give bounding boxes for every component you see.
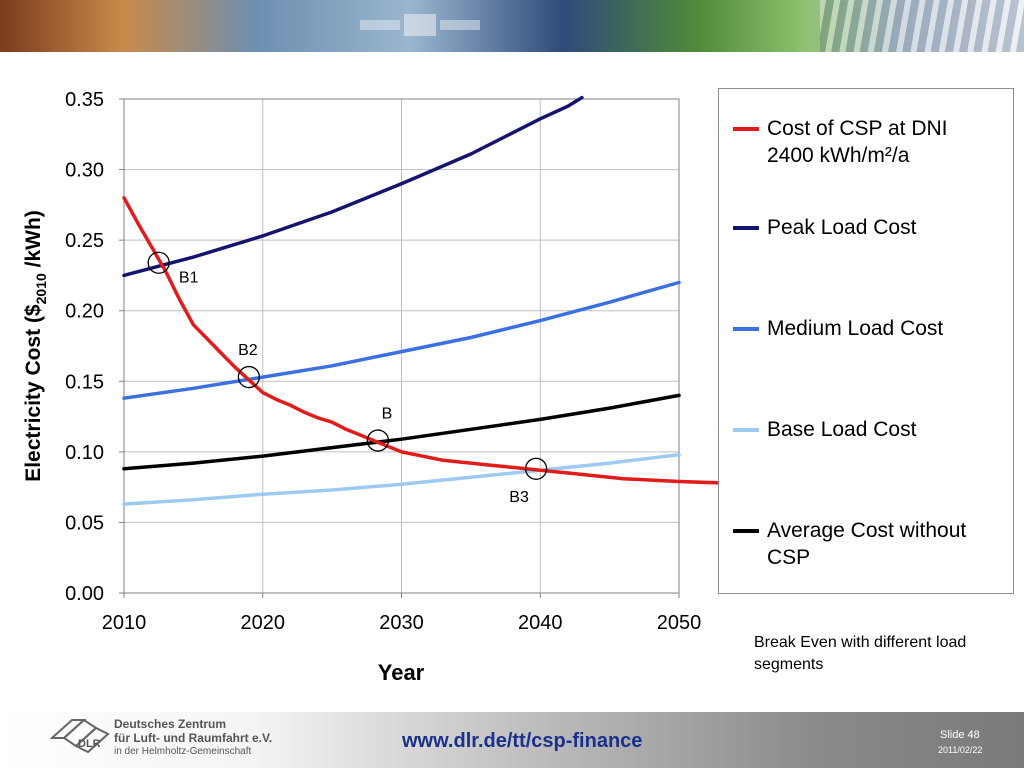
y-tick-label: 0.25 [65,230,104,252]
break-even-label: B1 [179,270,199,287]
solar-panels-image [820,0,1024,52]
break-even-marker [524,457,548,480]
org-line-2: für Luft- und Raumfahrt e.V. [114,731,273,745]
series-layer [122,95,718,506]
break-even-label: B [382,406,393,423]
slide-date: 2011/02/22 [938,745,983,755]
annotations: B1 B2 B B3 [147,251,548,506]
satellite-icon [360,14,480,36]
y-axis-label-main: Electricity Cost ($ [22,304,45,482]
organization-name: Deutsches Zentrum für Luft- und Raumfahr… [114,717,272,758]
break-even-marker [147,251,170,274]
legend: Cost of CSP at DNI 2400 kWh/m²/a Peak Lo… [718,88,1014,594]
y-axis-label: Electricity Cost ($2010 /kWh) [22,210,49,482]
x-tick-label: 2050 [657,612,702,634]
header-banner [0,0,1024,52]
break-even-label: B3 [509,489,529,506]
legend-swatch-average [733,529,759,533]
legend-item-peak: Peak Load Cost [733,214,997,241]
legend-label-average: Average Cost without CSP [767,519,967,569]
footer: DLR Deutsches Zentrum für Luft- und Raum… [0,712,1024,768]
x-tick-label: 2040 [518,612,563,634]
x-axis-label: Year [378,660,425,685]
y-tick-label: 0.05 [65,512,104,534]
break-even-note: Break Even with different load segments [754,634,967,673]
y-axis: 0.00 0.05 0.10 0.15 0.20 0.25 0.30 0.35 [65,89,124,605]
series-line-csp [122,196,718,485]
legend-item-medium: Medium Load Cost [733,315,997,342]
dlr-logo-word: DLR [78,738,101,750]
legend-label-base: Base Load Cost [767,418,917,441]
y-tick-label: 0.35 [65,89,104,111]
y-tick-label: 0.10 [65,442,104,464]
x-tick-label: 2030 [379,612,424,634]
series-line-base-load [122,452,681,506]
break-even-marker [366,429,390,452]
legend-label-csp: Cost of CSP at DNI 2400 kWh/m²/a [767,117,948,167]
y-tick-label: 0.30 [65,160,104,182]
y-axis-label-tail: /kWh) [22,210,45,273]
break-even-marker [237,365,261,389]
legend-item-base: Base Load Cost [733,416,997,443]
y-tick-label: 0.00 [65,583,104,605]
slide-number: Slide 48 [940,729,980,741]
legend-swatch-medium [733,327,759,331]
x-tick-label: 2010 [102,612,147,634]
legend-item-average: Average Cost without CSP [733,517,997,571]
legend-swatch-csp [733,127,759,131]
legend-label-peak: Peak Load Cost [767,216,917,239]
series-line-average-cost [122,393,681,471]
dlr-logo-icon [50,718,110,754]
legend-swatch-peak [733,226,759,230]
legend-label-medium: Medium Load Cost [767,317,944,340]
legend-swatch-base [733,428,759,432]
org-line-3: in der Helmholtz-Gemeinschaft [114,746,252,757]
legend-item-csp: Cost of CSP at DNI 2400 kWh/m²/a [733,115,997,169]
org-line-1: Deutsches Zentrum [114,717,227,731]
chart: 0.00 0.05 0.10 0.15 0.20 0.25 0.30 0.35 2010 202… [22,89,718,685]
x-tick-label: 2020 [241,612,286,634]
y-tick-label: 0.20 [65,301,104,323]
grid [123,98,680,594]
y-tick-label: 0.15 [65,371,104,393]
footer-url-link[interactable]: www.dlr.de/tt/csp-finance [402,730,643,752]
series-line-peak-load [122,95,584,278]
break-even-label: B2 [238,342,258,359]
series-line-medium-load [122,280,681,400]
x-axis: 2010 2020 2030 2040 2050 [102,593,702,634]
y-axis-label-sub: 2010 [33,273,49,304]
